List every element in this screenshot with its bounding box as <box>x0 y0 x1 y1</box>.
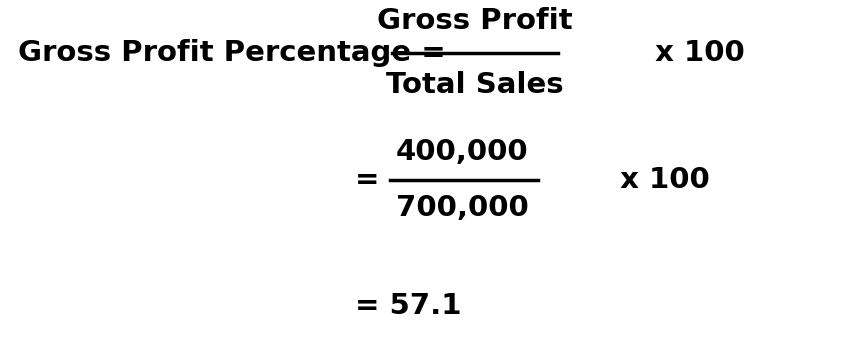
Text: 700,000: 700,000 <box>396 194 529 222</box>
Text: =: = <box>355 166 379 194</box>
Text: Gross Profit: Gross Profit <box>377 7 573 35</box>
Text: Total Sales: Total Sales <box>386 71 564 99</box>
Text: x 100: x 100 <box>610 166 710 194</box>
Text: 400,000: 400,000 <box>396 138 529 166</box>
Text: Gross Profit Percentage =: Gross Profit Percentage = <box>18 39 446 67</box>
Text: = 57.1: = 57.1 <box>355 292 462 320</box>
Text: x 100: x 100 <box>645 39 745 67</box>
